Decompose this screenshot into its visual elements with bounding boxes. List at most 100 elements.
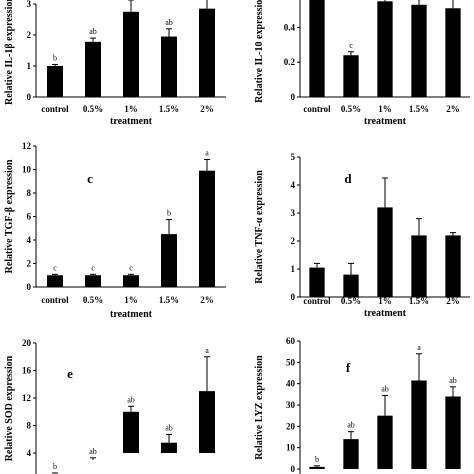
y-tick-label: 0.4 [284, 22, 296, 32]
significance-letter: ab [347, 421, 355, 430]
bar [411, 235, 427, 297]
x-tick-label: 1.5% [159, 295, 179, 305]
y-axis-label: Relative TNF-α expression [254, 170, 265, 284]
significance-letter: c [91, 263, 95, 272]
bar [161, 442, 177, 453]
chart-panel-6: 0 10 20 30 40 50 60 b ab ab a ab Relative LYZ expres… [254, 336, 461, 474]
significance-letter: a [205, 346, 209, 355]
y-axis-label: Relative TGF-β expression [4, 159, 15, 273]
bar [343, 274, 359, 297]
y-tick-label: 1 [27, 61, 32, 71]
y-axis-label: Relative SOD expression [4, 355, 15, 461]
y-axis-label: Relative IL-1β expression [4, 0, 15, 105]
x-tick-label: 0.5% [83, 104, 103, 114]
significance-letter: ab [127, 395, 135, 404]
bar [309, 0, 325, 97]
y-tick-label: 0 [291, 92, 296, 102]
bar [343, 55, 359, 97]
bar [161, 234, 177, 287]
y-tick-label: 2 [27, 30, 32, 40]
x-tick-label: 1.5% [409, 104, 429, 114]
bar [343, 439, 359, 469]
significance-letter: ab [165, 423, 173, 432]
x-tick-label: 2% [200, 295, 214, 305]
y-tick-label: 4 [27, 448, 32, 458]
bar [123, 411, 139, 453]
chart-panel-4: 0 1 2 3 4 5 control 0.5% 1% 1.5% 2% treatment Relati… [254, 152, 470, 319]
bar [445, 8, 461, 97]
y-tick-label: 8 [27, 421, 32, 431]
panel-label: c [87, 171, 93, 186]
x-tick-label: control [303, 104, 331, 114]
x-tick-label: 0.5% [341, 104, 361, 114]
bar [445, 235, 461, 297]
y-tick-label: 3 [291, 208, 296, 218]
y-tick-label: 10 [286, 443, 296, 453]
y-axis-label: Relative LYZ expression [254, 355, 265, 460]
x-tick-label: 1.5% [409, 296, 429, 306]
bar [123, 275, 139, 287]
x-tick-label: 1% [124, 295, 138, 305]
significance-letter: ab [381, 384, 389, 393]
significance-letter: b [167, 208, 171, 217]
significance-letter: ab [89, 27, 97, 36]
significance-letter: b [53, 462, 57, 471]
y-tick-label: 40 [286, 379, 296, 389]
y-tick-label: 1 [291, 264, 296, 274]
y-tick-label: 0 [291, 464, 296, 474]
y-tick-label: 6 [27, 212, 32, 222]
significance-letter: a [417, 343, 421, 352]
y-tick-label: 4 [291, 180, 296, 190]
y-tick-label: 2 [291, 236, 296, 246]
x-axis-label: treatment [364, 308, 407, 319]
y-tick-label: 60 [286, 336, 296, 346]
y-tick-label: 12 [22, 141, 32, 151]
y-tick-label: 4 [27, 235, 32, 245]
x-tick-label: control [41, 295, 69, 305]
y-tick-label: 10 [22, 165, 32, 175]
bar [411, 380, 427, 469]
y-tick-label: 5 [291, 152, 296, 162]
bar [123, 11, 139, 97]
chart-panel-1: 0 1 2 3 b control ab 0.5% 1% ab 1.5% 2% treatment Rel… [4, 0, 226, 127]
bar [199, 391, 215, 453]
y-tick-label: 20 [22, 338, 32, 348]
y-tick-label: 0 [27, 92, 32, 102]
x-axis-label: treatment [364, 116, 407, 127]
panel-label: f [346, 360, 351, 375]
y-tick-label: 30 [286, 400, 296, 410]
y-tick-label: 50 [286, 357, 296, 367]
significance-letter: ab [89, 447, 97, 456]
bar [47, 275, 63, 287]
y-tick-label: 20 [286, 421, 296, 431]
significance-letter: ab [449, 376, 457, 385]
chart-panel-5: 4 8 12 16 20 b ab ab ab a Relative SOD expression e [4, 338, 215, 474]
y-tick-label: 0 [291, 292, 296, 302]
bar [161, 36, 177, 97]
y-axis-label: Relative IL-10 expression [254, 0, 265, 103]
chart-panel-2: 0 0.2 0.4 control c 0.5% 1% 1.5% 2% treatment Rela… [254, 0, 470, 127]
bar [377, 1, 393, 97]
x-tick-label: 0.5% [83, 295, 103, 305]
bar [309, 267, 325, 297]
y-tick-label: 16 [22, 366, 32, 376]
bar [377, 415, 393, 469]
bar [199, 170, 215, 287]
bar [377, 207, 393, 297]
bar [47, 66, 63, 97]
significance-letter: b [53, 53, 57, 62]
bar [411, 4, 427, 98]
x-tick-label: 1% [124, 104, 138, 114]
x-tick-label: 2% [446, 104, 460, 114]
significance-letter: a [205, 149, 209, 158]
bar [199, 8, 215, 97]
significance-letter: b [315, 455, 319, 464]
significance-letter: c [53, 263, 57, 272]
y-tick-label: 3 [27, 0, 32, 9]
bar [85, 275, 101, 287]
y-tick-label: 2 [27, 259, 32, 269]
significance-letter: c [129, 263, 133, 272]
x-axis-label: treatment [110, 116, 153, 127]
x-tick-label: 1% [378, 104, 392, 114]
